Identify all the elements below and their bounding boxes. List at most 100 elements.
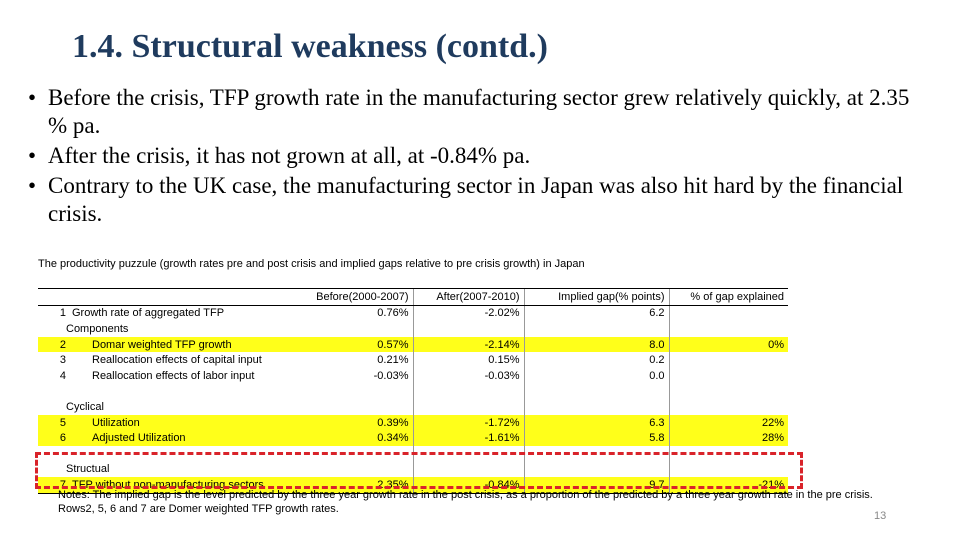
- cell-gap: [523, 321, 669, 337]
- cell-before: 0.39%: [303, 414, 413, 431]
- cell-after: 0.15%: [412, 352, 524, 368]
- row-number: 5: [59, 416, 66, 429]
- row-label: Structual: [66, 463, 110, 476]
- cell-after: -1.72%: [412, 414, 524, 431]
- cell-explained: 22%: [668, 414, 788, 431]
- cell-explained: [668, 352, 788, 368]
- table-row: 2 Domar weighted TFP growth 0.57% -2.14% 8.0…: [38, 336, 788, 353]
- cell-before: 0.57%: [303, 336, 413, 353]
- cell-after: [412, 461, 524, 478]
- cell-after: -0.84%: [412, 477, 524, 494]
- cell-explained: [668, 461, 788, 478]
- row-label: Cyclical: [66, 400, 104, 413]
- row-number: 1: [59, 307, 66, 320]
- cell-after: [412, 321, 524, 337]
- cell-before: 0.21%: [377, 354, 409, 367]
- highlight-dashed-box: [35, 452, 803, 489]
- cell-explained: [668, 383, 788, 400]
- bullet-marker: •: [28, 173, 37, 198]
- cell-before: -0.03%: [373, 369, 409, 382]
- cell-gap: [523, 383, 669, 400]
- row-label: Domar weighted TFP growth: [92, 338, 232, 351]
- table-header-row: Before(2000-2007) After(2007-2010) Impli…: [38, 288, 788, 306]
- row-label-cell: 5 Utilization: [38, 414, 303, 431]
- table-row: 7 TFP without non-manufacturing sectors 2.…: [38, 477, 788, 494]
- table-row: Cyclical: [38, 399, 788, 415]
- cell-after: -0.03%: [412, 367, 524, 384]
- header-cell: After(2007-2010): [412, 288, 524, 306]
- table-row: [38, 383, 788, 400]
- bullet-text: After the crisis, it has not grown at al…: [48, 143, 531, 168]
- bullet-text: Contrary to the UK case, the manufacturi…: [48, 173, 904, 226]
- tfp-table: Before(2000-2007) After(2007-2010) Impli…: [38, 288, 788, 494]
- row-label: Adjusted Utilization: [92, 432, 186, 445]
- cell-explained: 0%: [668, 336, 788, 353]
- cell-gap: 0.2: [523, 352, 669, 368]
- bullet-item: • Contrary to the UK case, the manufactur…: [28, 172, 928, 228]
- header-cell: [38, 288, 303, 306]
- bullet-item: • After the crisis, it has not grown at a…: [28, 142, 928, 170]
- bullet-list: • Before the crisis, TFP growth rate in t…: [28, 84, 928, 230]
- cell-explained: [668, 305, 788, 322]
- cell-before: [303, 399, 413, 415]
- header-cell: Before(2000-2007): [303, 288, 413, 306]
- row-label: Reallocation effects of labor input: [92, 369, 255, 382]
- row-label-cell: [38, 384, 303, 400]
- row-number: 7: [59, 478, 66, 491]
- row-label-cell: Components: [38, 321, 303, 337]
- row-label-cell: 2 Domar weighted TFP growth: [38, 336, 303, 353]
- table-row: 1 Growth rate of aggregated TFP 0.76% -2.02…: [38, 305, 788, 322]
- cell-gap: 5.8: [523, 430, 669, 446]
- cell-gap: 6.2: [523, 305, 669, 322]
- table-row: 3 Reallocation effects of capital input 0.…: [38, 352, 788, 368]
- header-cell: % of gap explained: [668, 288, 788, 306]
- cell-gap: [523, 399, 669, 415]
- cell-gap: 0.0: [523, 367, 669, 384]
- cell-before: [303, 321, 413, 337]
- table-row: 5 Utilization 0.39% -1.72% 6.3 22%: [38, 414, 788, 431]
- cell-before: 2.35%: [303, 477, 413, 494]
- row-label: Reallocation effects of capital input: [92, 354, 262, 367]
- cell-explained: [668, 367, 788, 384]
- cell-explained: 28%: [668, 430, 788, 446]
- row-label: Components: [66, 322, 129, 335]
- cell-after: -2.02%: [412, 305, 524, 322]
- row-number: 4: [59, 369, 66, 382]
- table-row: 4 Reallocation effects of labor input -0.0…: [38, 367, 788, 384]
- note-line: Notes: The implied gap is the level pred…: [58, 489, 873, 501]
- page-number: 13: [874, 510, 887, 522]
- cell-gap: 9.7: [523, 477, 669, 494]
- header-cell: Implied gap(% points): [523, 288, 669, 306]
- cell-explained: [668, 399, 788, 415]
- row-label-cell: 1 Growth rate of aggregated TFP: [38, 305, 303, 321]
- row-label-cell: 3 Reallocation effects of capital input: [38, 352, 303, 368]
- table-caption: The productivity puzzule (growth rates p…: [38, 258, 585, 270]
- row-label-cell: 6 Adjusted Utilization: [38, 430, 303, 446]
- cell-before: 0.34%: [303, 430, 413, 446]
- bullet-item: • Before the crisis, TFP growth rate in t…: [28, 84, 928, 140]
- row-label-cell: Structual: [38, 462, 303, 478]
- note-line: Rows2, 5, 6 and 7 are Domer weighted TFP…: [58, 503, 339, 515]
- row-label: Growth rate of aggregated TFP: [72, 307, 225, 320]
- row-label-cell: 4 Reallocation effects of labor input: [38, 368, 303, 384]
- row-label: Utilization: [92, 416, 140, 429]
- table-notes: Notes: The implied gap is the level pred…: [58, 488, 873, 516]
- row-number: 6: [59, 432, 66, 445]
- cell-gap: 6.3: [523, 414, 669, 431]
- bullet-marker: •: [28, 143, 37, 168]
- cell-after: [412, 399, 524, 415]
- cell-after: -2.14%: [412, 336, 524, 353]
- row-number: [42, 323, 66, 335]
- cell-gap: [523, 461, 669, 478]
- row-number: 3: [59, 354, 66, 367]
- row-label-cell: Cyclical: [38, 399, 303, 415]
- slide-title: 1.4. Structural weakness (contd.): [72, 28, 548, 65]
- cell-explained: [668, 321, 788, 337]
- bullet-text: Before the crisis, TFP growth rate in th…: [48, 85, 910, 138]
- table-row: 6 Adjusted Utilization 0.34% -1.61% 5.8 28%: [38, 430, 788, 446]
- cell-after: -1.61%: [412, 430, 524, 446]
- bullet-marker: •: [28, 85, 37, 110]
- cell-after: [412, 383, 524, 400]
- table-row: Structual: [38, 461, 788, 478]
- row-number: [42, 401, 66, 413]
